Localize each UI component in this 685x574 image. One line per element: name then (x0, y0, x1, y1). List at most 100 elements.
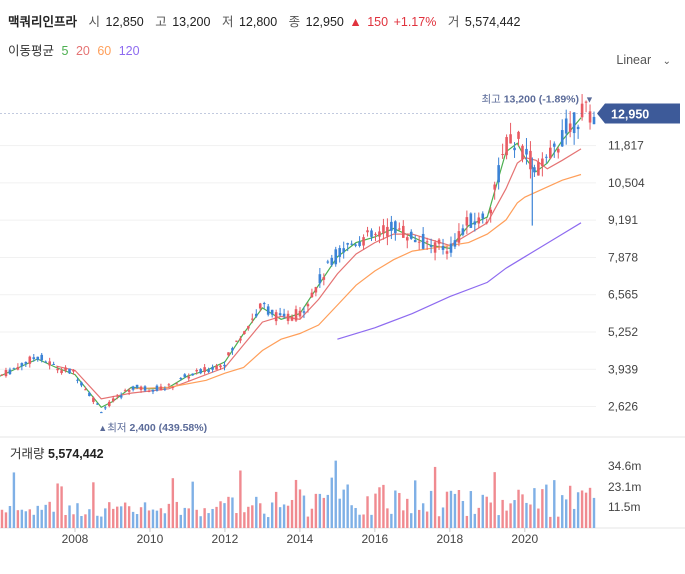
volume-bar (123, 502, 127, 528)
volume-bar (12, 472, 16, 528)
time-tick-label: 2014 (287, 532, 314, 546)
candle-body (56, 368, 59, 371)
volume-bar (437, 516, 441, 528)
candle-body (147, 390, 151, 392)
volume-bar (469, 491, 473, 528)
candle-body (489, 209, 493, 214)
high-value: 13,200 (172, 15, 211, 29)
volume-bar (441, 507, 445, 528)
candle-body (568, 123, 572, 132)
price-tick-label: 3,939 (608, 362, 638, 376)
candle-body (481, 213, 485, 219)
candle-body (560, 130, 564, 147)
volume-bar (116, 506, 119, 528)
volume-bar (64, 514, 67, 528)
candle-body (187, 376, 191, 379)
candle-body (123, 390, 127, 392)
candle-body (211, 366, 214, 370)
candle-body (159, 386, 163, 391)
volume-bar (223, 503, 226, 528)
volume-bar (267, 517, 270, 528)
volume-bar (565, 499, 568, 528)
volume-tick-label: 34.6m (608, 459, 641, 473)
candle-body (429, 245, 433, 247)
candle-body (127, 389, 131, 392)
candle-body (390, 221, 393, 231)
current-price-label: 12,950 (611, 107, 649, 121)
volume-bar (322, 497, 326, 528)
candle-body (409, 231, 413, 239)
candle-body (529, 150, 532, 170)
volume-bar (175, 501, 179, 528)
volume-bar (255, 496, 258, 528)
volume-bar (572, 508, 576, 528)
candle-body (92, 397, 95, 402)
candle-body (266, 306, 270, 315)
ma-60-line (131, 173, 582, 390)
candle-body (44, 361, 47, 363)
candle-body (235, 340, 238, 342)
volume-bar (477, 507, 480, 528)
volume-bar (561, 495, 564, 528)
candle-body (103, 407, 107, 409)
candle-body (4, 370, 8, 377)
candle-body (421, 233, 425, 249)
ma-120-label[interactable]: 120 (118, 44, 140, 58)
volume-bar (298, 489, 302, 528)
ma-5-label[interactable]: 5 (61, 44, 69, 58)
ma-20-label[interactable]: 20 (75, 44, 90, 58)
candle-body (314, 287, 318, 293)
price-tick-label: 2,626 (608, 400, 638, 414)
candle-body (0, 374, 4, 376)
candle-body (322, 277, 326, 280)
volume-bar (453, 493, 457, 528)
candle-body (354, 244, 357, 246)
quote-header: 맥쿼리인프라 시 12,850 고 13,200 저 12,800 종 12,9… (8, 11, 522, 30)
up-triangle-icon: ▲ (98, 423, 107, 433)
candle-body (425, 241, 429, 243)
candle-body (72, 369, 75, 372)
volume-bar (394, 490, 397, 528)
scale-select[interactable]: Linear ⌄ (616, 53, 671, 67)
candle-body (278, 313, 282, 316)
candle-body (155, 385, 159, 391)
candle-body (405, 237, 409, 241)
volume-bar (139, 507, 143, 528)
volume-bar (465, 515, 469, 528)
candle-body (437, 239, 441, 244)
candle-body (461, 228, 465, 235)
candle-body (310, 292, 314, 298)
volume-bar (433, 466, 437, 528)
volume-bar (366, 496, 369, 528)
volume-bar (580, 490, 584, 528)
volume-bar (270, 502, 274, 528)
volume-bar (489, 502, 492, 528)
candle-body (262, 303, 266, 305)
volume-bar (143, 502, 147, 528)
volume-bar (76, 503, 79, 528)
candles (0, 94, 596, 414)
volume-bar (163, 513, 167, 528)
candle-body (191, 373, 195, 376)
volume-bar (421, 503, 425, 528)
candle-body (282, 313, 286, 317)
candle-body (362, 237, 365, 246)
volume-bar (310, 508, 314, 528)
moving-average-lines (0, 117, 582, 409)
close-value: 12,950 (305, 15, 344, 29)
volume-bar (529, 504, 532, 528)
candle-body (298, 310, 302, 317)
volume-bar (171, 478, 175, 528)
candle-body (326, 261, 330, 263)
ma-60-label[interactable]: 60 (97, 44, 112, 58)
candle-body (537, 162, 540, 176)
candle-body (417, 241, 421, 243)
candle-body (477, 217, 481, 224)
volume-bar (52, 511, 55, 528)
candle-body (40, 354, 44, 361)
volume-bar (4, 512, 8, 528)
candle-body (199, 369, 202, 374)
volume-panel-label: 거래량 (10, 447, 45, 461)
candle-body (143, 386, 147, 391)
